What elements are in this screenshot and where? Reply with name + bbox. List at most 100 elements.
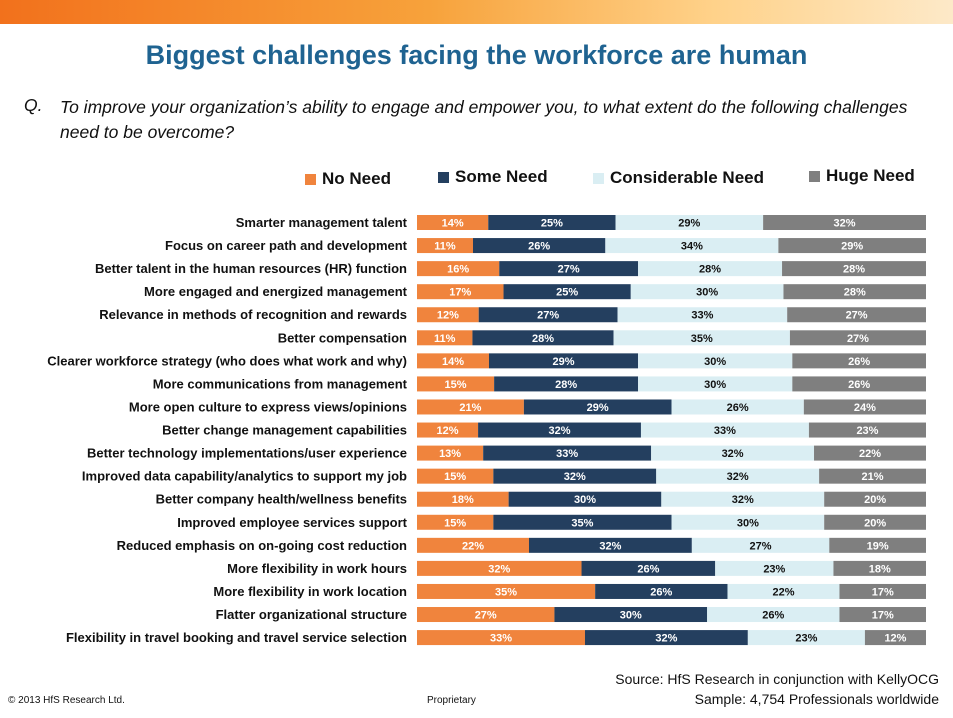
legend-item-considerable-need: Considerable Need: [593, 168, 764, 188]
bar-segment-huge-need: [792, 353, 926, 369]
legend-swatch-considerable-need: [593, 172, 604, 184]
category-label: Focus on career path and development: [165, 238, 408, 253]
data-label-huge-need: 18%: [869, 563, 891, 575]
data-label-huge-need: 28%: [843, 264, 865, 276]
slide-title: Biggest challenges facing the workforce …: [145, 40, 808, 70]
data-label-considerable-need: 33%: [691, 310, 713, 322]
bar-segment-considerable-need: [615, 215, 764, 230]
bar-segment-no-need: [417, 583, 596, 599]
data-label-no-need: 18%: [452, 494, 474, 506]
legend-swatch-some-need: [438, 171, 449, 183]
copyright-footer: © 2013 HfS Research Ltd.: [8, 695, 125, 706]
bar-segment-huge-need: [819, 468, 926, 484]
category-label: Better company health/wellness benefits: [156, 492, 407, 507]
data-label-considerable-need: 23%: [763, 563, 785, 575]
data-label-considerable-need: 26%: [727, 402, 749, 414]
category-label: More engaged and energized management: [144, 284, 408, 299]
data-label-some-need: 30%: [574, 494, 596, 506]
data-label-no-need: 17%: [449, 287, 471, 299]
data-label-some-need: 27%: [558, 264, 580, 276]
source-note: Source: HfS Research in conjunction with…: [615, 671, 939, 687]
data-label-huge-need: 26%: [848, 379, 870, 391]
bar-segment-some-need: [494, 376, 639, 392]
category-label: Flatter organizational structure: [216, 607, 407, 622]
bar-segment-huge-need: [763, 215, 926, 230]
category-label: More communications from management: [153, 376, 408, 391]
data-label-huge-need: 19%: [867, 540, 889, 552]
category-label: Reduced emphasis on on-going cost reduct…: [117, 538, 407, 553]
bar-segment-considerable-need: [638, 261, 783, 277]
data-label-huge-need: 21%: [862, 471, 884, 483]
bar-segment-some-need: [488, 353, 639, 369]
data-label-huge-need: 17%: [872, 586, 894, 598]
data-label-considerable-need: 30%: [704, 356, 726, 368]
bar-segment-considerable-need: [671, 399, 804, 415]
data-label-some-need: 26%: [650, 586, 672, 598]
legend-label-some-need: Some Need: [455, 167, 548, 186]
bar-segment-huge-need: [789, 330, 926, 346]
bar-segment-no-need: [417, 307, 479, 323]
bar-segment-considerable-need: [747, 630, 865, 646]
bar-segment-huge-need: [808, 422, 926, 438]
bar-segment-considerable-need: [707, 607, 840, 623]
category-label: Better talent in the human resources (HR…: [95, 261, 407, 276]
data-label-no-need: 22%: [462, 540, 484, 552]
data-label-considerable-need: 23%: [795, 633, 817, 645]
bar-segment-some-need: [472, 238, 606, 254]
bar-segment-considerable-need: [671, 514, 825, 530]
category-label: Better technology implementations/user e…: [87, 446, 407, 461]
data-label-considerable-need: 32%: [727, 471, 749, 483]
bar-segment-some-need: [493, 514, 672, 530]
bar-segment-huge-need: [814, 445, 926, 461]
data-label-some-need: 33%: [556, 448, 578, 460]
bar-segment-huge-need: [839, 607, 926, 623]
bar-segment-huge-need: [839, 583, 926, 599]
bar-segment-some-need: [508, 491, 662, 507]
bar-segment-no-need: [417, 422, 479, 438]
legend-label-huge-need: Huge Need: [826, 166, 915, 185]
bar-segment-huge-need: [783, 284, 926, 300]
category-label: Better change management capabilities: [162, 423, 407, 438]
data-label-considerable-need: 34%: [681, 241, 703, 253]
data-label-huge-need: 17%: [872, 610, 894, 622]
bar-segment-huge-need: [792, 376, 926, 392]
data-label-some-need: 32%: [655, 633, 677, 645]
data-label-no-need: 12%: [437, 310, 459, 322]
bar-segment-considerable-need: [661, 491, 825, 507]
bar-segment-no-need: [417, 491, 509, 507]
data-label-considerable-need: 26%: [762, 610, 784, 622]
bar-segment-huge-need: [833, 560, 926, 576]
data-label-huge-need: 32%: [834, 218, 856, 230]
bar-segment-considerable-need: [617, 307, 788, 323]
bar-segment-no-need: [417, 607, 555, 623]
data-label-some-need: 27%: [537, 310, 559, 322]
data-label-considerable-need: 27%: [750, 540, 772, 552]
data-label-considerable-need: 33%: [714, 425, 736, 437]
category-label: Clearer workforce strategy (who does wha…: [47, 353, 407, 368]
data-label-huge-need: 29%: [841, 241, 863, 253]
data-label-some-need: 35%: [571, 517, 593, 529]
bar-segment-no-need: [417, 330, 473, 346]
data-label-no-need: 15%: [445, 379, 467, 391]
data-label-no-need: 13%: [439, 448, 461, 460]
bar-segment-huge-need: [787, 307, 926, 323]
bar-segment-considerable-need: [640, 422, 809, 438]
bar-segment-no-need: [417, 376, 495, 392]
category-label: Flexibility in travel booking and travel…: [66, 630, 407, 645]
bar-segment-considerable-need: [727, 583, 840, 599]
bar-segment-huge-need: [829, 537, 926, 553]
category-label: Relevance in methods of recognition and …: [99, 307, 407, 322]
bar-segment-huge-need: [824, 514, 926, 530]
bar-segment-some-need: [595, 583, 728, 599]
bar-segment-considerable-need: [630, 284, 784, 300]
bar-segment-some-need: [478, 307, 618, 323]
legend-swatch-huge-need: [809, 170, 820, 182]
bar-segment-huge-need: [864, 630, 926, 646]
bar-segment-considerable-need: [656, 468, 820, 484]
category-label: Improved employee services support: [177, 515, 407, 530]
data-label-no-need: 27%: [475, 610, 497, 622]
top-accent-band: [0, 0, 953, 24]
data-label-no-need: 12%: [437, 425, 459, 437]
category-label: Better compensation: [278, 330, 407, 345]
